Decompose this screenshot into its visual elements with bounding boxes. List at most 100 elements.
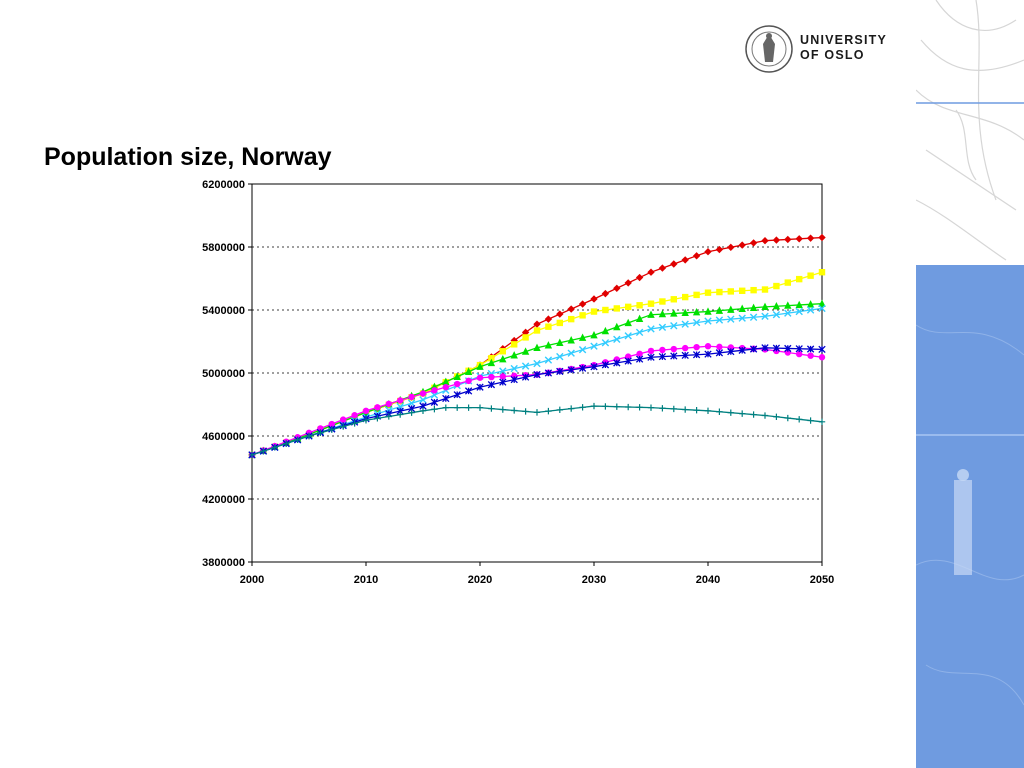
data-point: [636, 404, 643, 411]
data-point: [260, 447, 267, 455]
data-point: [601, 326, 610, 335]
data-point: [682, 293, 689, 301]
data-point: [704, 343, 712, 350]
data-point: [682, 406, 689, 413]
data-point: [430, 391, 439, 399]
data-point: [442, 383, 449, 391]
data-point: [397, 411, 404, 418]
data-point: [624, 357, 632, 365]
data-point: [658, 264, 667, 272]
data-point: [693, 406, 700, 414]
data-point: [739, 287, 746, 294]
y-tick-label: 5000000: [202, 368, 245, 380]
data-point: [613, 322, 621, 331]
data-point: [784, 301, 792, 309]
data-point: [556, 367, 564, 376]
data-point: [727, 315, 735, 323]
data-point: [796, 350, 803, 358]
data-point: [727, 305, 735, 313]
data-point: [613, 403, 620, 410]
data-point: [704, 317, 712, 325]
data-point: [796, 416, 803, 423]
data-point: [419, 396, 427, 404]
data-point: [465, 377, 472, 385]
data-point: [749, 313, 758, 321]
data-point: [397, 397, 404, 404]
x-tick-label: 2020: [468, 574, 492, 586]
data-point: [625, 403, 632, 411]
statue-relief-decoration: [916, 0, 1024, 261]
data-point: [578, 300, 587, 308]
data-point: [682, 344, 689, 352]
data-point: [510, 375, 518, 384]
data-point: [738, 304, 746, 312]
data-point: [784, 309, 792, 317]
data-point: [510, 364, 518, 373]
data-point: [670, 352, 678, 360]
decorative-side-panel: [916, 0, 1024, 768]
data-point: [659, 405, 666, 412]
data-point: [693, 343, 700, 351]
data-point: [544, 341, 553, 349]
data-point: [738, 346, 746, 354]
side-panel-top: [916, 0, 1024, 265]
data-point: [818, 233, 826, 242]
data-point: [704, 407, 712, 414]
data-point: [568, 315, 575, 323]
x-tick-label: 2030: [582, 574, 606, 586]
data-point: [533, 320, 541, 328]
data-point: [738, 314, 746, 322]
data-point: [692, 308, 701, 316]
data-point: [533, 327, 541, 334]
y-tick-label: 4200000: [202, 494, 245, 506]
data-point: [317, 429, 324, 437]
data-point: [340, 423, 347, 430]
data-point: [556, 338, 564, 346]
data-point: [795, 300, 803, 309]
logo-line-2: OF OSLO: [800, 48, 865, 62]
data-point: [670, 296, 677, 303]
data-point: [487, 358, 496, 367]
data-point: [419, 390, 427, 397]
data-point: [636, 350, 643, 357]
data-point: [590, 308, 598, 315]
data-point: [761, 302, 769, 311]
data-point: [590, 331, 598, 339]
data-point: [408, 393, 415, 401]
data-point: [715, 349, 724, 357]
data-point: [647, 404, 655, 411]
data-point: [716, 343, 723, 351]
data-point: [545, 323, 552, 330]
data-point: [704, 289, 712, 296]
data-point: [818, 354, 826, 361]
data-point: [624, 318, 632, 327]
data-point: [739, 410, 746, 417]
data-point: [385, 400, 392, 408]
data-point: [647, 268, 655, 276]
data-point: [454, 380, 461, 388]
data-point: [716, 288, 723, 296]
data-point: [294, 436, 301, 443]
data-point: [692, 318, 701, 327]
y-tick-label: 3800000: [202, 557, 245, 569]
data-point: [521, 373, 530, 381]
data-point: [385, 413, 392, 420]
data-point: [442, 377, 450, 386]
data-point: [522, 408, 529, 415]
data-point: [796, 275, 803, 283]
data-point: [635, 314, 644, 323]
data-point: [806, 234, 815, 242]
data-point: [761, 344, 769, 352]
data-point: [659, 298, 666, 305]
data-point: [464, 367, 473, 375]
data-point: [578, 333, 587, 341]
logo-line-1: UNIVERSITY: [800, 33, 888, 47]
data-point: [533, 343, 541, 351]
data-point: [773, 282, 780, 290]
data-point: [773, 413, 780, 420]
data-point: [818, 304, 826, 313]
data-point: [431, 387, 438, 394]
data-point: [305, 432, 313, 440]
data-point: [567, 366, 575, 374]
data-point: [533, 359, 541, 368]
